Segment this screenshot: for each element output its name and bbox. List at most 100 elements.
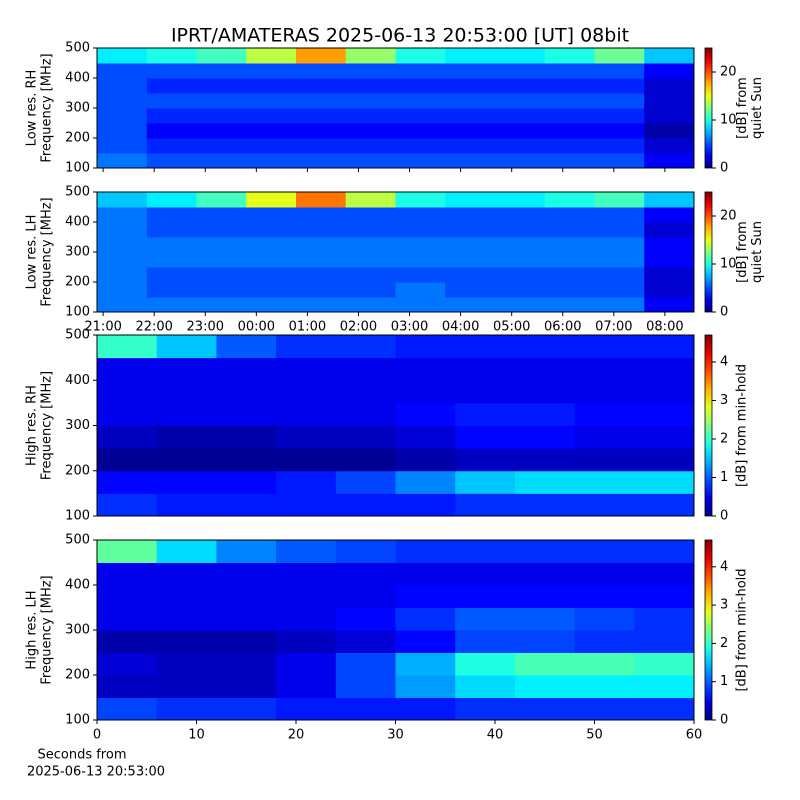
heatmap-cell <box>156 335 217 359</box>
heatmap-cell <box>395 78 446 94</box>
y-tick-label: 200 <box>65 275 90 290</box>
heatmap-cell <box>395 448 456 472</box>
heatmap-cell <box>146 108 197 124</box>
heatmap-cell <box>216 493 277 517</box>
heatmap-cell <box>146 282 197 298</box>
heatmap-cell <box>455 335 516 359</box>
heatmap-cell <box>296 267 347 283</box>
heatmap-cell <box>644 93 695 109</box>
colorbar <box>704 334 713 517</box>
heatmap-cell <box>634 540 695 563</box>
x-tick-label: 30 <box>387 728 404 743</box>
colorbar-tick-label: 3 <box>720 393 728 408</box>
heatmap-cell <box>495 93 546 109</box>
heatmap-cell <box>156 425 217 449</box>
heatmap-cell <box>644 48 695 64</box>
heatmap-cell <box>514 493 576 517</box>
heatmap-cell <box>156 675 217 698</box>
heatmap-cell <box>335 652 396 676</box>
heatmap-cell <box>395 585 456 608</box>
heatmap-cell <box>644 282 695 298</box>
heatmap-cell <box>495 48 546 64</box>
y-tick-label: 300 <box>65 623 90 638</box>
heatmap-cell <box>276 335 337 359</box>
heatmap-cell <box>345 207 396 223</box>
y-tick-label: 300 <box>65 101 90 116</box>
heatmap-cell <box>156 470 217 494</box>
heatmap-cell <box>335 562 396 586</box>
heatmap-cell <box>455 493 516 517</box>
heatmap-cell <box>634 425 695 449</box>
heatmap-cell <box>594 108 645 124</box>
heatmap-cell <box>644 252 695 268</box>
heatmap-cell <box>296 282 347 298</box>
colorbar-tick-label: 2 <box>720 636 728 651</box>
x-tick-label: 22:00 <box>135 320 172 335</box>
heatmap-cell <box>146 93 197 109</box>
heatmap-cell <box>395 108 446 124</box>
heatmap-cell <box>246 252 297 268</box>
heatmap-cell <box>196 93 247 109</box>
heatmap-cell <box>97 93 148 109</box>
heatmap-cell <box>574 335 635 359</box>
heatmap-cell <box>445 63 496 79</box>
heatmap-cell <box>574 630 635 653</box>
heatmap-cell <box>296 63 347 79</box>
heatmap-cell <box>395 335 456 359</box>
colorbar-tick-label: 0 <box>720 713 728 728</box>
heatmap-cell <box>296 93 347 109</box>
heatmap-cell <box>594 282 645 298</box>
heatmap-cell <box>156 380 217 404</box>
heatmap-cell <box>345 63 396 79</box>
heatmap-cell <box>156 540 217 563</box>
heatmap-cell <box>97 470 158 494</box>
heatmap-cell <box>395 93 446 109</box>
x-tick-label: 60 <box>686 728 703 743</box>
heatmap-cell <box>146 78 197 94</box>
heatmap-cell <box>495 153 546 169</box>
heatmap-cell <box>345 192 396 208</box>
heatmap-cell <box>495 138 546 154</box>
heatmap-cell <box>335 425 396 449</box>
heatmap-cell <box>395 540 456 563</box>
heatmap-cell <box>216 630 277 653</box>
heatmap-cell <box>276 493 337 517</box>
heatmap-cell <box>455 607 516 631</box>
heatmap-cell <box>97 540 158 563</box>
heatmap-cell <box>544 48 595 64</box>
heatmap-cell <box>146 207 197 223</box>
heatmap-cell <box>246 153 297 169</box>
heatmap-cell <box>644 222 695 238</box>
heatmap-cell <box>335 540 396 563</box>
x-tick-label: 05:00 <box>493 320 530 335</box>
heatmap-cell <box>97 207 148 223</box>
heatmap-cell <box>634 335 695 359</box>
heatmap-cell <box>335 607 396 631</box>
heatmap-cell <box>296 252 347 268</box>
heatmap-cell <box>196 108 247 124</box>
colorbar-label: quiet Sun <box>750 221 765 283</box>
heatmap-cell <box>574 540 635 563</box>
heatmap-cell <box>634 402 695 426</box>
heatmap-cell <box>216 585 277 608</box>
x-tick-label: 08:00 <box>646 320 683 335</box>
heatmap-cell <box>445 108 496 124</box>
x-tick-label: 06:00 <box>544 320 581 335</box>
heatmap-cell <box>395 697 456 721</box>
heatmap-cell <box>276 697 337 721</box>
heatmap-cell <box>296 237 347 253</box>
heatmap-cell <box>495 297 546 313</box>
heatmap-cell <box>574 697 635 721</box>
heatmap-cell <box>544 267 595 283</box>
colorbar-tick-label: 20 <box>720 209 737 224</box>
heatmap-cell <box>97 562 158 586</box>
heatmap-cell <box>246 282 297 298</box>
heatmap-cell <box>156 607 217 631</box>
heatmap-cell <box>514 652 576 676</box>
heatmap-cell <box>395 252 446 268</box>
heatmap-cell <box>276 470 337 494</box>
heatmap-cell <box>395 630 456 653</box>
heatmap-cell <box>514 335 576 359</box>
x-axis-label: 2025-06-13 20:53:00 <box>27 765 165 780</box>
heatmap-cell <box>445 192 496 208</box>
